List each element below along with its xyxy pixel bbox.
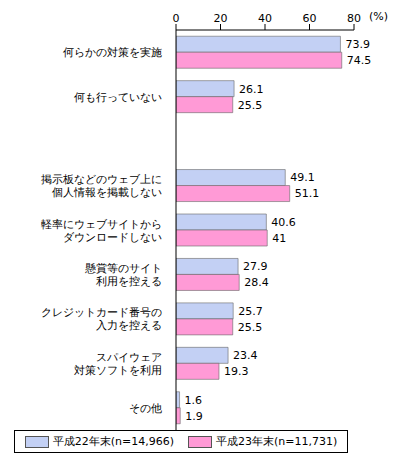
html-text:平成22年末(n=14,966): 平成22年末(n=14,966) [52, 435, 174, 448]
svg-text:23.4: 23.4 [233, 349, 258, 362]
svg-text:73.9: 73.9 [345, 38, 370, 51]
svg-text:40.6: 40.6 [271, 216, 296, 229]
svg-text:41: 41 [272, 232, 286, 245]
svg-text:19.3: 19.3 [224, 365, 249, 378]
svg-text:28.4: 28.4 [244, 276, 269, 289]
svg-text:0: 0 [173, 12, 180, 25]
svg-text:25.5: 25.5 [238, 99, 262, 112]
svg-text:軽率にウェブサイトからダウンロードしない: 軽率にウェブサイトからダウンロードしない [41, 218, 162, 244]
svg-text:51.1: 51.1 [295, 187, 320, 200]
svg-text:1.9: 1.9 [185, 410, 203, 423]
svg-text:スパイウェア対策ソフトを利用: スパイウェア対策ソフトを利用 [74, 351, 162, 377]
svg-text:何も行っていない: 何も行っていない [74, 91, 162, 104]
svg-text:クレジットカード番号の入力を控える: クレジットカード番号の入力を控える [41, 306, 162, 332]
svg-text:25.5: 25.5 [238, 321, 262, 334]
svg-text:懸賞等のサイト利用を控える: 懸賞等のサイト利用を控える [84, 262, 162, 288]
svg-text:25.7: 25.7 [238, 305, 263, 318]
svg-text:27.9: 27.9 [243, 260, 268, 273]
svg-text:その他: その他 [129, 402, 162, 415]
svg-text:20: 20 [214, 12, 228, 25]
svg-text:40: 40 [258, 12, 272, 25]
svg-text:1.6: 1.6 [185, 394, 203, 407]
svg-text:掲示板などのウェブ上に個人情報を掲載しない: 掲示板などのウェブ上に個人情報を掲載しない [41, 173, 162, 199]
svg-text:何らかの対策を実施: 何らかの対策を実施 [63, 46, 162, 59]
html-text:平成23年末(n=11,731): 平成23年末(n=11,731) [216, 435, 338, 448]
svg-text:74.5: 74.5 [347, 54, 372, 67]
svg-text:80: 80 [347, 12, 361, 25]
svg-text:49.1: 49.1 [290, 171, 315, 184]
svg-text:60: 60 [303, 12, 317, 25]
svg-text:26.1: 26.1 [239, 83, 264, 96]
